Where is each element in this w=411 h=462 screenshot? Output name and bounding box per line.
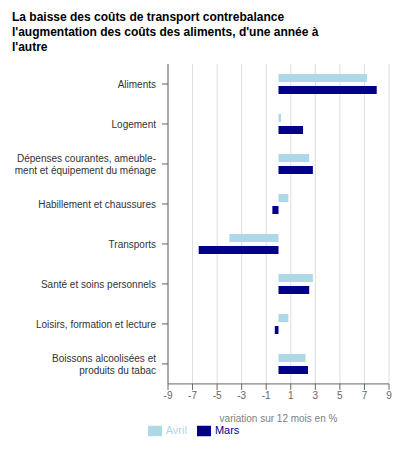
svg-text:9: 9 [386, 390, 392, 401]
html-text:l'augmentation des coûts des a: l'augmentation des coûts des aliments, d… [12, 25, 319, 39]
svg-text:Loisirs, formation et lecture: Loisirs, formation et lecture [36, 318, 156, 329]
html-text:l'autre: l'autre [12, 40, 48, 54]
svg-text:Dépenses courantes, ameuble-me: Dépenses courantes, ameuble-ment et équi… [15, 152, 157, 175]
svg-text:-3: -3 [237, 390, 246, 401]
html-text:Avril: Avril [165, 423, 187, 436]
svg-text:-7: -7 [188, 390, 197, 401]
html-text:La baisse des coûts de transpo: La baisse des coûts de transport contreb… [12, 10, 285, 24]
svg-text:Boissons alcoolisées etproduit: Boissons alcoolisées etproduits du tabac [52, 352, 156, 375]
svg-text:3: 3 [313, 390, 319, 401]
svg-text:Santé et soins personnels: Santé et soins personnels [41, 278, 156, 289]
svg-text:1: 1 [288, 390, 294, 401]
svg-text:7: 7 [362, 390, 368, 401]
svg-text:Habillement et chaussures: Habillement et chaussures [38, 198, 156, 209]
html-text:Mars: Mars [214, 423, 240, 436]
svg-text:Transports: Transports [109, 238, 156, 249]
svg-text:-1: -1 [262, 390, 271, 401]
svg-text:variation sur 12 mois en %: variation sur 12 mois en % [220, 413, 338, 424]
svg-text:Aliments: Aliments [118, 78, 156, 89]
svg-text:5: 5 [337, 390, 343, 401]
svg-text:-9: -9 [164, 390, 173, 401]
svg-text:Logement: Logement [112, 118, 157, 129]
svg-text:-5: -5 [213, 390, 222, 401]
